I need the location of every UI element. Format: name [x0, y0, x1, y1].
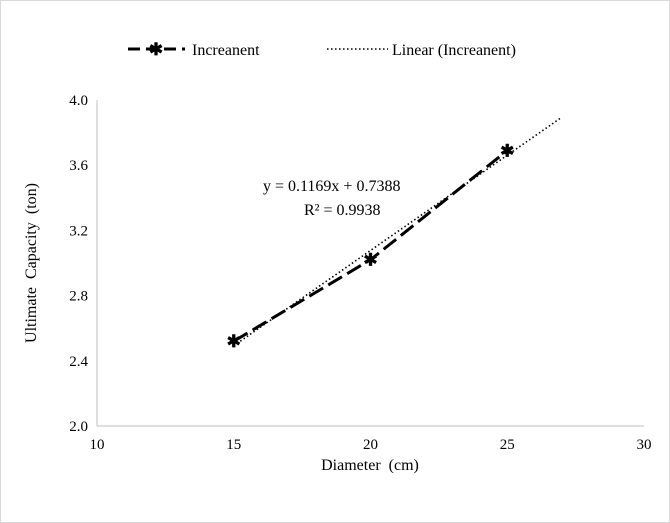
- trendline-r-squared: R² = 0.9938: [304, 202, 381, 219]
- legend-series-marker: ✱: [149, 40, 163, 59]
- x-tick-label: 20: [363, 437, 378, 453]
- trendline-equation: y = 0.1169x + 0.7388: [263, 178, 400, 195]
- trendline: [233, 116, 563, 347]
- series-line-group: [232, 149, 509, 343]
- y-tick-label: 3.2: [69, 223, 88, 239]
- data-point-marker: ✱: [227, 332, 241, 351]
- x-tick-labels: 10 15 20 25 30: [90, 437, 652, 453]
- legend-series-label: Increanent: [192, 42, 260, 59]
- x-tick-label: 15: [226, 437, 241, 453]
- data-point-marker: ✱: [363, 251, 377, 270]
- x-tick-label: 25: [500, 437, 515, 453]
- series-line: [232, 149, 509, 343]
- legend-trendline-label: Linear (Increanent): [392, 42, 516, 59]
- data-point-marker: ✱: [500, 142, 514, 161]
- y-tick-label: 4.0: [69, 93, 88, 109]
- legend: ✱ Increanent Linear (Increanent): [128, 40, 516, 59]
- y-axis-title: Ultimate Capacity (ton): [23, 183, 40, 343]
- x-tick-label: 30: [637, 437, 652, 453]
- trendline-group: [233, 116, 563, 347]
- y-tick-labels: 2.0 2.4 2.8 3.2 3.6 4.0: [69, 93, 88, 435]
- y-tick-label: 3.6: [69, 158, 88, 174]
- data-points: ✱ ✱ ✱: [227, 142, 515, 352]
- y-tick-label: 2.0: [69, 419, 88, 435]
- x-tick-label: 10: [90, 437, 105, 453]
- y-tick-label: 2.8: [69, 289, 88, 305]
- y-tick-label: 2.4: [69, 354, 88, 370]
- x-axis-title: Diameter (cm): [321, 457, 419, 474]
